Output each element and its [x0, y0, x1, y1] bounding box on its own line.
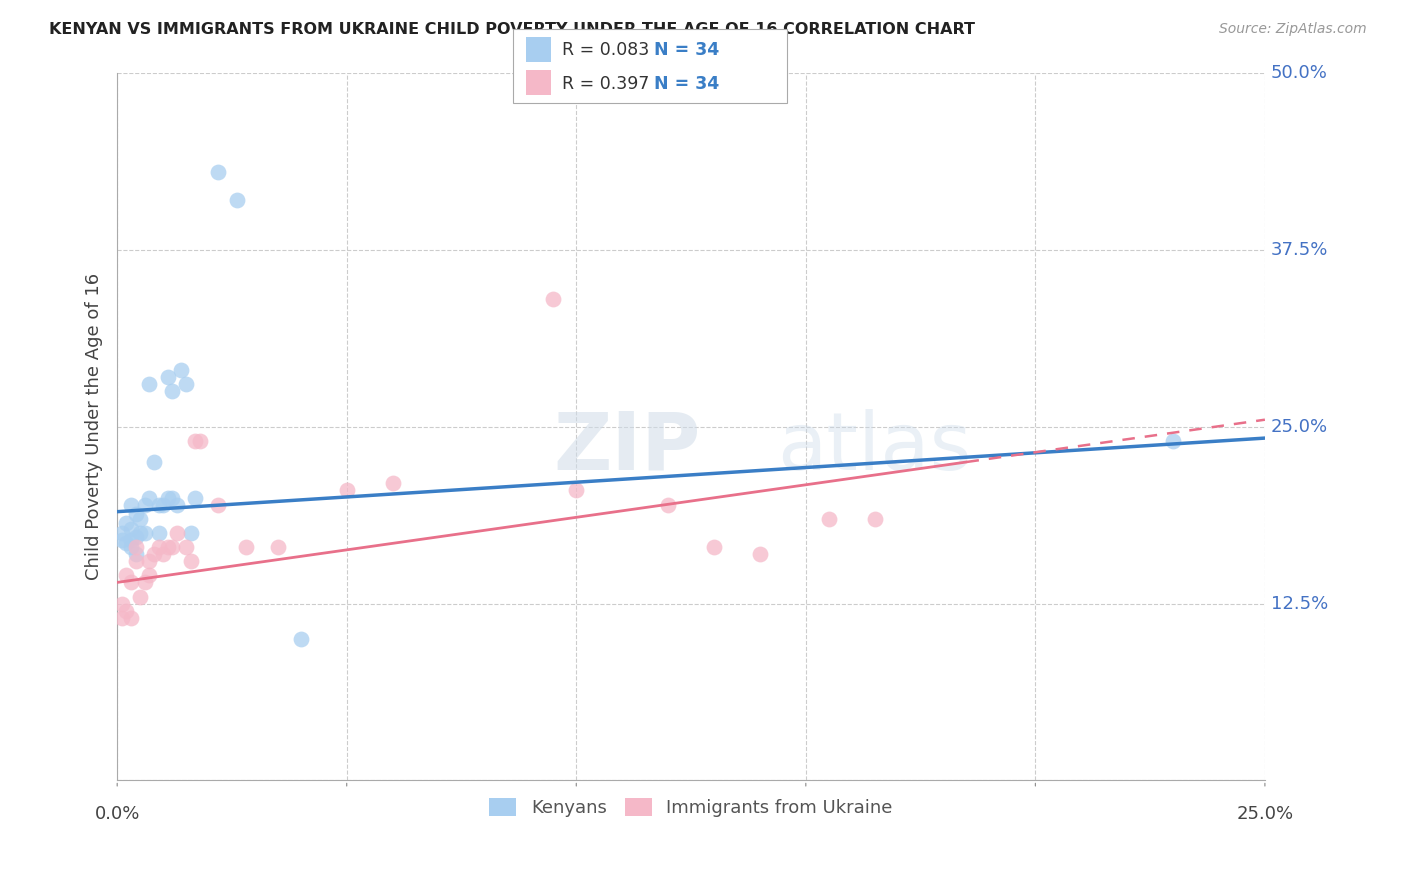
Point [657, 498, 679, 512]
Text: 12.5%: 12.5% [1271, 595, 1327, 613]
Point [115, 604, 138, 618]
Point [111, 611, 134, 625]
Point [129, 512, 152, 526]
Point [267, 540, 290, 554]
Text: N = 34: N = 34 [654, 75, 718, 93]
Point [174, 540, 197, 554]
Point [124, 554, 146, 568]
Point [152, 498, 174, 512]
Point [166, 525, 188, 540]
Text: 0.0%: 0.0% [94, 805, 139, 823]
Point [184, 491, 207, 505]
Point [565, 483, 588, 498]
Point [111, 525, 134, 540]
Point [1161, 434, 1184, 448]
Point [207, 498, 229, 512]
Point [120, 540, 142, 554]
Point [290, 632, 312, 646]
Text: R = 0.083: R = 0.083 [562, 41, 650, 59]
Point [120, 575, 142, 590]
Point [120, 533, 142, 547]
Point [817, 512, 839, 526]
Point [115, 516, 138, 530]
Point [225, 194, 247, 208]
Point [336, 483, 359, 498]
Point [120, 498, 142, 512]
Text: KENYAN VS IMMIGRANTS FROM UKRAINE CHILD POVERTY UNDER THE AGE OF 16 CORRELATION : KENYAN VS IMMIGRANTS FROM UKRAINE CHILD … [49, 22, 976, 37]
Point [156, 491, 179, 505]
Point [174, 377, 197, 392]
Point [124, 508, 146, 522]
Point [180, 554, 202, 568]
Text: atlas: atlas [778, 409, 972, 487]
Legend: Kenyans, Immigrants from Ukraine: Kenyans, Immigrants from Ukraine [482, 791, 900, 824]
Point [115, 568, 138, 582]
Y-axis label: Child Poverty Under the Age of 16: Child Poverty Under the Age of 16 [86, 273, 103, 581]
Text: 25.0%: 25.0% [1271, 417, 1327, 436]
Point [111, 533, 134, 547]
Point [124, 540, 146, 554]
Point [129, 590, 152, 604]
Text: ZIP: ZIP [554, 409, 700, 487]
Point [703, 540, 725, 554]
Text: N = 34: N = 34 [654, 41, 718, 59]
Point [124, 547, 146, 561]
Point [170, 363, 193, 377]
Point [111, 597, 134, 611]
Point [115, 536, 138, 550]
Point [142, 455, 165, 469]
Point [156, 540, 179, 554]
Text: 25.0%: 25.0% [1236, 805, 1294, 823]
Point [120, 611, 142, 625]
Text: R = 0.397: R = 0.397 [562, 75, 650, 93]
Point [129, 525, 152, 540]
Point [148, 525, 170, 540]
Point [142, 547, 165, 561]
Point [120, 522, 142, 536]
Point [166, 498, 188, 512]
Text: 50.0%: 50.0% [1271, 64, 1327, 82]
Point [188, 434, 211, 448]
Point [748, 547, 770, 561]
Point [162, 384, 184, 399]
Point [124, 530, 146, 544]
Point [543, 293, 565, 307]
Point [381, 476, 404, 491]
Point [134, 575, 156, 590]
Point [156, 370, 179, 384]
Point [152, 547, 174, 561]
Point [148, 498, 170, 512]
Point [134, 498, 156, 512]
Point [863, 512, 886, 526]
Point [138, 554, 160, 568]
Point [207, 165, 229, 179]
Point [138, 568, 160, 582]
Point [148, 540, 170, 554]
Point [235, 540, 257, 554]
Point [162, 540, 184, 554]
Text: 37.5%: 37.5% [1271, 241, 1329, 259]
Point [180, 525, 202, 540]
Point [134, 525, 156, 540]
Point [162, 491, 184, 505]
Text: Source: ZipAtlas.com: Source: ZipAtlas.com [1219, 22, 1367, 37]
Point [138, 491, 160, 505]
Point [184, 434, 207, 448]
Point [138, 377, 160, 392]
